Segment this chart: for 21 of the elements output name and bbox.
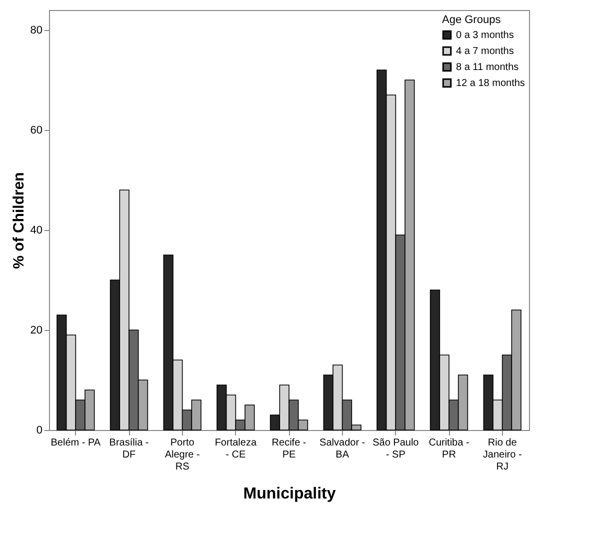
x-tick-label: São Paulo - SP [372, 438, 420, 460]
y-axis-title: % of Children [10, 172, 28, 269]
legend-label: 8 a 11 months [456, 62, 519, 73]
x-axis-title: Municipality [243, 486, 336, 502]
legend-label: 4 a 7 months [456, 46, 514, 57]
x-tick-label: Rio de Janeiro - RJ [482, 438, 522, 472]
y-tick-label: 0 [36, 424, 42, 436]
y-tick-label: 20 [30, 324, 42, 336]
y-tick-label: 80 [30, 24, 42, 36]
x-tick-label: Fortaleza - CE [214, 438, 257, 460]
legend-title: Age Groups [442, 14, 502, 26]
legend-label: 0 a 3 months [456, 30, 514, 41]
x-tick-label: Recife - PE [272, 438, 306, 460]
x-tick-label: Belém - PA [50, 438, 101, 448]
y-tick-label: 40 [30, 224, 42, 236]
x-tick-label: Brasília - DF [109, 438, 149, 460]
x-tick-label: Porto Alegre - RS [164, 438, 200, 472]
x-tick-label: Salvador - BA [320, 438, 366, 460]
y-tick-label: 60 [30, 124, 42, 136]
legend-label: 12 a 18 months [456, 78, 525, 89]
x-tick-label: Curitiba - PR [428, 438, 470, 460]
